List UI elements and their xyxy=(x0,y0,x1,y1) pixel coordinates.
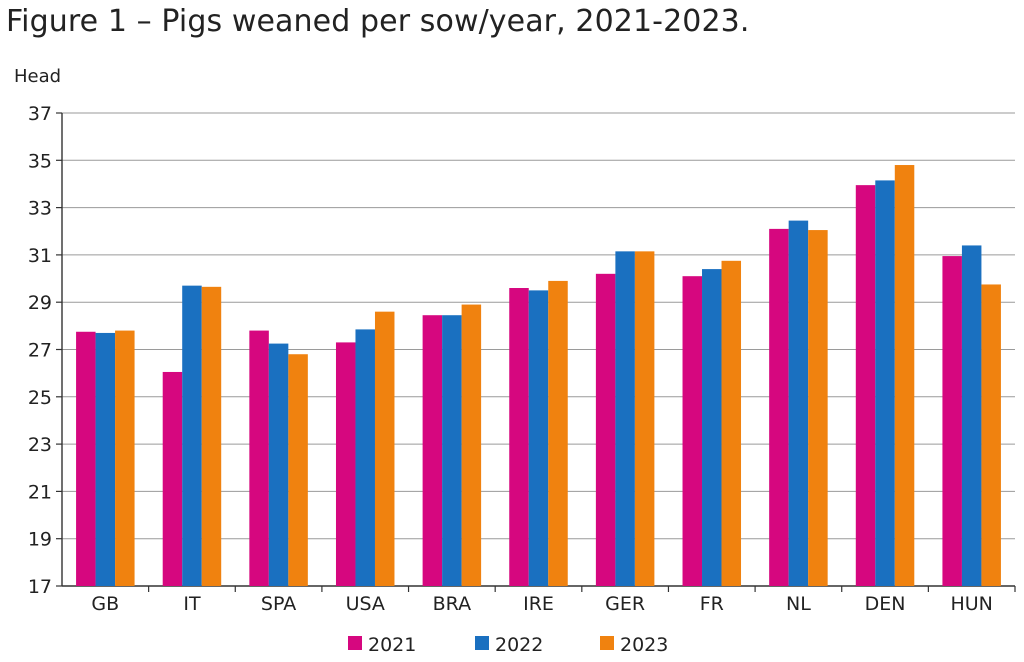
bar-bra-2022 xyxy=(442,315,462,586)
x-tick-label: GB xyxy=(91,593,119,615)
y-axis-label: Head xyxy=(14,66,61,87)
bar-fr-2021 xyxy=(682,276,703,586)
bar-ger-2022 xyxy=(615,251,635,587)
bar-it-2022 xyxy=(182,285,202,586)
y-tick-label: 31 xyxy=(28,245,52,267)
x-tick-label: GER xyxy=(605,593,645,615)
bar-den-2023 xyxy=(894,165,915,586)
x-tick-label: DEN xyxy=(865,593,906,615)
bar-fr-2023 xyxy=(721,260,742,586)
bar-ger-2023 xyxy=(634,251,655,587)
bar-nl-2022 xyxy=(788,220,809,587)
x-axis: GB IT SPA USA BRA IRE GER FR NL DEN HUN xyxy=(91,586,1016,615)
y-tick-label: 35 xyxy=(28,150,52,172)
bar-hun-2023 xyxy=(981,284,1001,586)
bar-hun-2022 xyxy=(961,245,982,586)
bar-gb-2021 xyxy=(76,331,96,586)
bar-usa-2022 xyxy=(355,329,375,586)
y-tick-label: 23 xyxy=(28,434,52,456)
y-tick-label: 29 xyxy=(28,292,52,314)
bar-nl-2023 xyxy=(808,230,828,586)
bar-hun-2021 xyxy=(942,256,962,586)
y-tick-label: 27 xyxy=(28,340,52,362)
bar-usa-2023 xyxy=(374,311,395,586)
y-tick-label: 25 xyxy=(28,387,52,409)
bar-ire-2022 xyxy=(528,290,549,586)
legend-swatch-2023 xyxy=(600,636,614,650)
bar-nl-2021 xyxy=(769,228,789,586)
x-tick-label: HUN xyxy=(950,593,992,615)
bar-ire-2021 xyxy=(509,288,529,586)
legend: 2021 2022 2023 xyxy=(348,634,668,656)
legend-label-2022: 2022 xyxy=(495,634,543,656)
x-tick-label: IRE xyxy=(523,593,554,615)
bar-bra-2023 xyxy=(461,304,482,586)
x-tick-label: BRA xyxy=(433,593,471,615)
legend-label-2023: 2023 xyxy=(620,634,668,656)
legend-label-2021: 2021 xyxy=(368,634,416,656)
x-tick-label: NL xyxy=(786,593,811,615)
bar-gb-2023 xyxy=(115,330,135,586)
bar-den-2022 xyxy=(875,180,895,586)
x-tick-label: FR xyxy=(700,593,724,615)
y-tick-label: 17 xyxy=(28,576,52,598)
bar-it-2021 xyxy=(162,371,183,586)
y-tick-label: 19 xyxy=(28,529,52,551)
bar-spa-2022 xyxy=(268,343,289,586)
chart-title: Figure 1 – Pigs weaned per sow/year, 202… xyxy=(6,4,750,39)
legend-swatch-2021 xyxy=(348,636,362,650)
y-axis-ticks: 17 19 21 23 25 27 29 31 33 35 37 xyxy=(28,103,63,598)
y-tick-label: 33 xyxy=(28,198,52,220)
bar-den-2021 xyxy=(855,185,876,586)
bar-it-2023 xyxy=(201,286,222,586)
y-tick-label: 37 xyxy=(28,103,52,125)
bar-usa-2021 xyxy=(335,342,356,586)
x-tick-label: USA xyxy=(346,593,385,615)
legend-swatch-2022 xyxy=(475,636,489,650)
bar-gb-2022 xyxy=(95,332,116,586)
bars xyxy=(76,165,1001,587)
bar-ire-2023 xyxy=(548,280,568,586)
x-tick-label: IT xyxy=(183,593,201,615)
bar-spa-2023 xyxy=(288,354,308,586)
bar-ger-2021 xyxy=(595,273,616,586)
bar-spa-2021 xyxy=(249,330,269,586)
x-tick-label: SPA xyxy=(261,593,296,615)
bar-bra-2021 xyxy=(422,315,443,586)
bar-fr-2022 xyxy=(702,269,722,586)
y-tick-label: 21 xyxy=(28,481,52,503)
